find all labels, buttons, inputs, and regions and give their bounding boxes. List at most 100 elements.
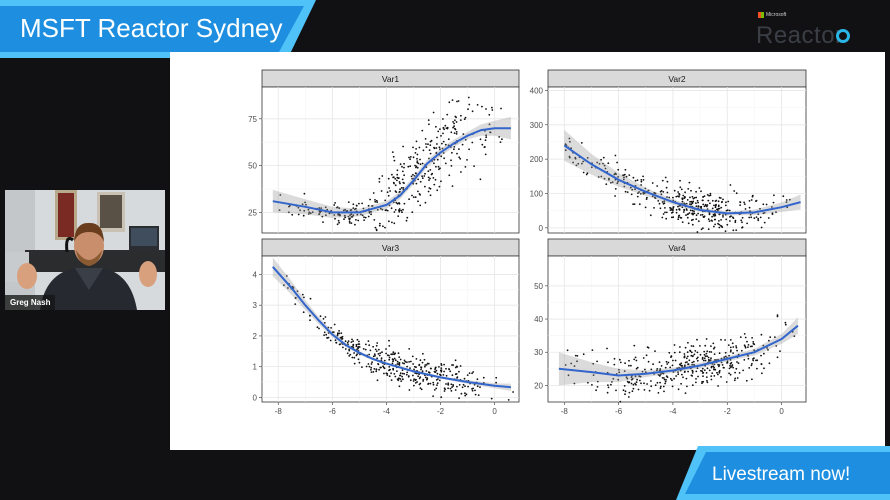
data-point bbox=[642, 175, 644, 178]
data-point bbox=[348, 355, 351, 357]
data-point bbox=[399, 163, 402, 166]
data-point bbox=[367, 215, 370, 218]
data-point bbox=[335, 341, 338, 344]
data-point bbox=[342, 209, 345, 212]
data-point bbox=[613, 357, 616, 360]
data-point bbox=[428, 123, 430, 126]
data-point bbox=[649, 214, 652, 217]
data-point bbox=[399, 374, 402, 377]
data-point bbox=[647, 360, 650, 363]
data-point bbox=[491, 109, 494, 111]
data-point bbox=[757, 213, 760, 216]
data-point bbox=[757, 217, 760, 220]
data-point bbox=[697, 375, 699, 378]
data-point bbox=[738, 372, 741, 374]
data-point bbox=[296, 290, 299, 292]
data-point bbox=[691, 195, 694, 198]
data-point bbox=[353, 356, 356, 359]
data-point bbox=[414, 152, 417, 154]
data-point bbox=[691, 384, 694, 387]
data-point bbox=[602, 156, 605, 159]
data-point bbox=[664, 366, 667, 369]
data-point bbox=[706, 379, 708, 382]
data-point bbox=[626, 380, 629, 383]
data-point bbox=[403, 362, 405, 365]
data-point bbox=[702, 199, 704, 202]
data-point bbox=[670, 216, 673, 219]
data-point bbox=[691, 363, 693, 366]
data-point bbox=[445, 383, 447, 385]
data-point bbox=[775, 211, 777, 214]
presenter-webcam: Greg Nash bbox=[5, 190, 165, 310]
data-point bbox=[378, 368, 380, 371]
data-point bbox=[677, 205, 679, 208]
data-point bbox=[573, 382, 576, 385]
data-point bbox=[686, 213, 689, 216]
data-point bbox=[717, 363, 719, 366]
data-point bbox=[343, 218, 345, 221]
data-point bbox=[400, 187, 403, 189]
data-point bbox=[714, 368, 717, 371]
data-point bbox=[416, 160, 419, 162]
data-point bbox=[396, 202, 399, 205]
data-point bbox=[356, 213, 359, 216]
data-point bbox=[427, 170, 430, 173]
data-point bbox=[421, 129, 424, 132]
data-point bbox=[396, 370, 398, 372]
data-point bbox=[398, 181, 401, 183]
data-point bbox=[396, 169, 399, 172]
data-point bbox=[597, 176, 600, 178]
data-point bbox=[685, 357, 688, 360]
data-point bbox=[443, 363, 445, 366]
data-point bbox=[718, 352, 721, 355]
data-point bbox=[321, 215, 324, 218]
data-point bbox=[435, 125, 437, 128]
data-point bbox=[732, 366, 734, 369]
data-point bbox=[481, 105, 483, 108]
data-point bbox=[645, 198, 648, 201]
data-point bbox=[771, 212, 774, 215]
data-point bbox=[642, 191, 645, 194]
data-point bbox=[375, 368, 378, 371]
y-tick-label: 400 bbox=[530, 86, 544, 95]
data-point bbox=[463, 118, 466, 121]
data-point bbox=[576, 360, 578, 363]
data-point bbox=[587, 381, 589, 384]
data-point bbox=[401, 178, 404, 181]
data-point bbox=[489, 131, 492, 134]
data-point bbox=[435, 151, 438, 154]
plot-area bbox=[547, 255, 807, 403]
data-point bbox=[701, 380, 704, 383]
data-point bbox=[462, 383, 465, 386]
data-point bbox=[402, 187, 405, 189]
data-point bbox=[429, 144, 432, 146]
data-point bbox=[454, 359, 457, 362]
data-point bbox=[683, 197, 685, 200]
data-point bbox=[294, 303, 297, 305]
data-point bbox=[707, 228, 710, 231]
data-point bbox=[367, 204, 370, 207]
data-point bbox=[662, 372, 665, 375]
data-point bbox=[646, 196, 648, 199]
data-point bbox=[644, 368, 646, 371]
data-point bbox=[342, 346, 344, 349]
data-point bbox=[411, 355, 414, 358]
data-point bbox=[388, 369, 390, 372]
data-point bbox=[747, 355, 749, 357]
data-point bbox=[691, 209, 694, 212]
data-point bbox=[471, 389, 474, 392]
data-point bbox=[289, 204, 291, 207]
data-point bbox=[378, 181, 381, 183]
smooth-line bbox=[272, 127, 511, 214]
data-point bbox=[760, 226, 763, 229]
data-point bbox=[695, 196, 698, 199]
data-point bbox=[456, 152, 458, 155]
data-point bbox=[751, 378, 753, 381]
data-point bbox=[682, 376, 684, 379]
data-point bbox=[427, 119, 430, 121]
data-point bbox=[704, 359, 707, 362]
data-point bbox=[740, 219, 743, 222]
data-point bbox=[392, 351, 395, 354]
data-point bbox=[668, 196, 671, 199]
data-point bbox=[336, 223, 339, 226]
